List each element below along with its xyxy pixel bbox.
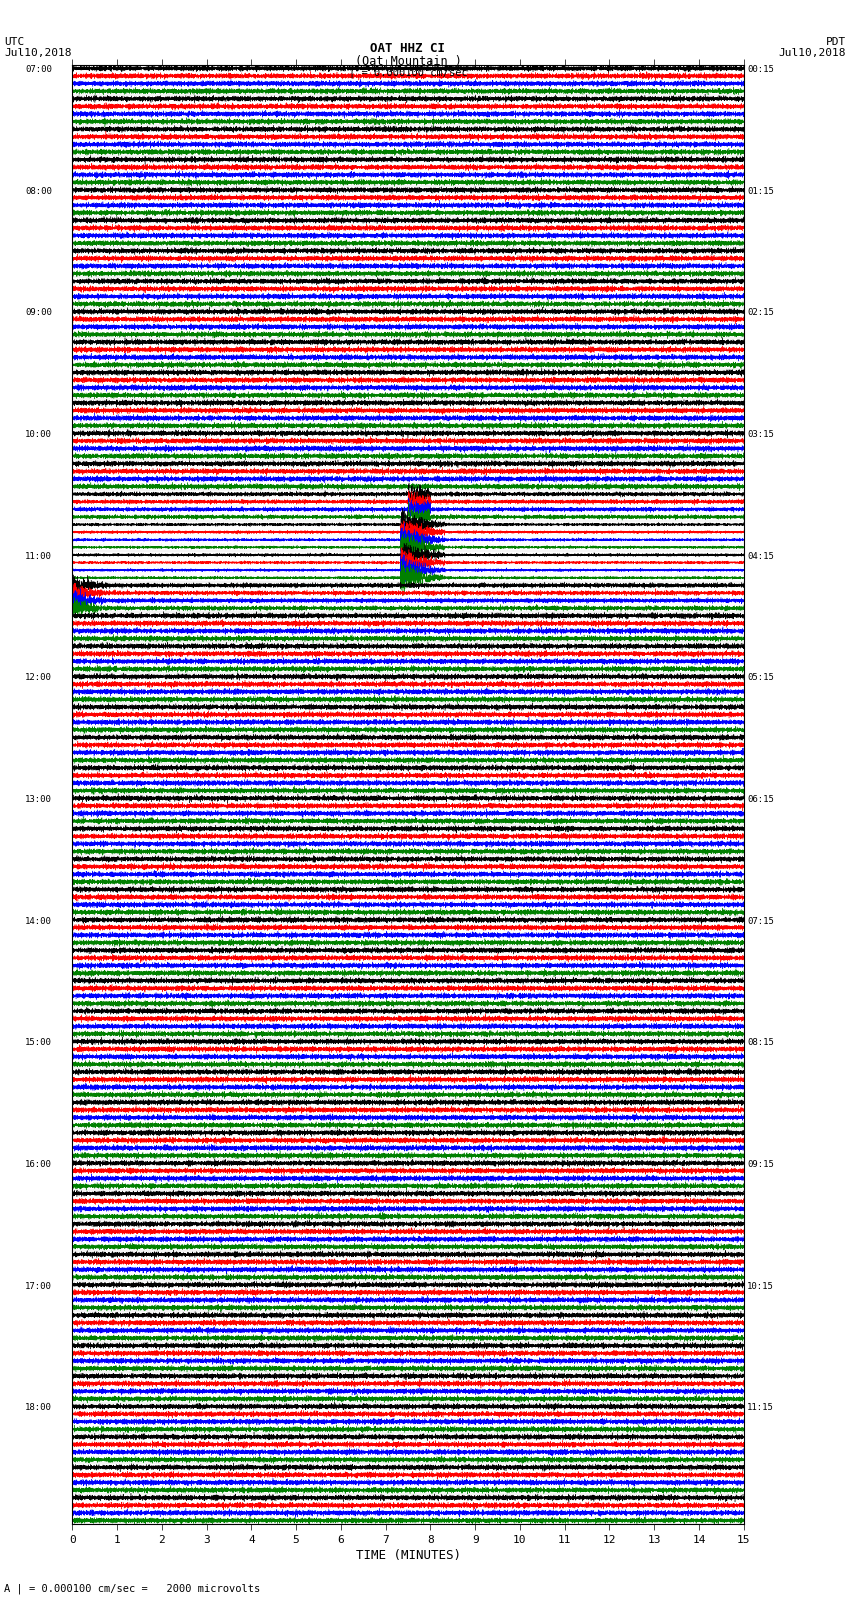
Text: 15:00: 15:00 <box>26 1039 52 1047</box>
Text: A | = 0.000100 cm/sec =   2000 microvolts: A | = 0.000100 cm/sec = 2000 microvolts <box>4 1582 260 1594</box>
Text: 11:00: 11:00 <box>26 552 52 561</box>
Text: 08:15: 08:15 <box>747 1039 774 1047</box>
Text: 06:15: 06:15 <box>747 795 774 803</box>
X-axis label: TIME (MINUTES): TIME (MINUTES) <box>355 1548 461 1561</box>
Text: (Oat Mountain ): (Oat Mountain ) <box>354 55 462 68</box>
Text: | = 0.000100 cm/sec: | = 0.000100 cm/sec <box>348 68 468 79</box>
Text: 16:00: 16:00 <box>26 1160 52 1169</box>
Text: 12:00: 12:00 <box>26 673 52 682</box>
Text: 02:15: 02:15 <box>747 308 774 318</box>
Text: 09:15: 09:15 <box>747 1160 774 1169</box>
Text: 09:00: 09:00 <box>26 308 52 318</box>
Text: 01:15: 01:15 <box>747 187 774 195</box>
Text: 08:00: 08:00 <box>26 187 52 195</box>
Text: 10:00: 10:00 <box>26 431 52 439</box>
Text: UTC: UTC <box>4 37 25 47</box>
Text: 00:15: 00:15 <box>747 65 774 74</box>
Text: Jul10,2018: Jul10,2018 <box>4 48 71 58</box>
Text: 14:00: 14:00 <box>26 916 52 926</box>
Text: 11:15: 11:15 <box>747 1403 774 1413</box>
Text: 17:00: 17:00 <box>26 1282 52 1290</box>
Text: 07:15: 07:15 <box>747 916 774 926</box>
Text: 03:15: 03:15 <box>747 431 774 439</box>
Text: OAT HHZ CI: OAT HHZ CI <box>371 42 445 55</box>
Text: 07:00: 07:00 <box>26 65 52 74</box>
Text: Jul10,2018: Jul10,2018 <box>779 48 846 58</box>
Text: 13:00: 13:00 <box>26 795 52 803</box>
Text: 05:15: 05:15 <box>747 673 774 682</box>
Text: 10:15: 10:15 <box>747 1282 774 1290</box>
Text: 18:00: 18:00 <box>26 1403 52 1413</box>
Text: PDT: PDT <box>825 37 846 47</box>
Text: 04:15: 04:15 <box>747 552 774 561</box>
